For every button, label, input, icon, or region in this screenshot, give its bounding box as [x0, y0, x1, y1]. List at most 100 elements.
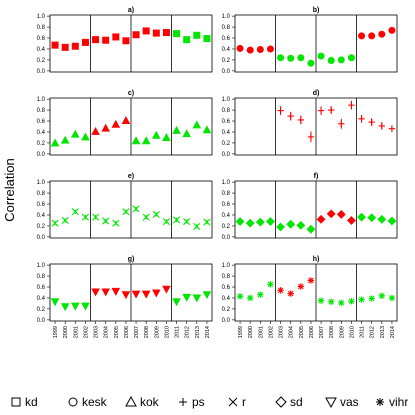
data-point — [326, 209, 336, 219]
panel-a: a) 0.0 0.2 0.4 0.6 0.8 1.0 — [37, 7, 213, 75]
data-point — [141, 136, 151, 145]
y-tick-label: 1.0 — [222, 14, 231, 20]
data-point — [307, 277, 315, 284]
data-point — [152, 289, 161, 298]
data-point — [91, 288, 100, 297]
data-point — [50, 298, 60, 307]
x-tick-label: 2001 — [73, 326, 79, 338]
x-tick-label: 1999 — [238, 326, 244, 338]
data-point — [368, 32, 376, 40]
data-point — [131, 290, 141, 299]
y-tick-label: 0.8 — [37, 25, 46, 31]
y-tick-label: 0.4 — [222, 213, 231, 219]
data-point — [81, 38, 89, 46]
legend-item-kesk: kesk — [68, 395, 108, 409]
data-point — [236, 44, 244, 52]
panel-title: b) — [313, 7, 320, 14]
data-point — [358, 296, 365, 303]
data-point — [297, 116, 305, 124]
data-point — [131, 136, 141, 145]
y-tick-label: 0.8 — [37, 191, 46, 197]
x-tick-label: 2000 — [63, 326, 69, 338]
data-point — [111, 287, 121, 296]
y-tick-label: 0.2 — [222, 224, 231, 230]
y-tick-label: 0.6 — [222, 285, 231, 291]
y-tick-label: 1.0 — [222, 97, 231, 103]
panel-b: b) 0.0 0.2 0.4 0.6 0.8 1.0 — [222, 7, 398, 75]
legend-item-ps: ps — [179, 395, 205, 409]
data-point — [162, 133, 171, 141]
y-tick-label: 0.2 — [37, 141, 46, 147]
y-tick-label: 0.4 — [222, 130, 231, 136]
x-tick-label: 2002 — [83, 326, 89, 338]
data-point — [357, 212, 366, 222]
data-point — [317, 52, 325, 60]
y-tick-label: 0.2 — [222, 58, 231, 64]
data-point — [92, 36, 100, 44]
legend-item-vas: vas — [325, 395, 359, 409]
data-point — [378, 292, 386, 299]
data-point — [101, 288, 110, 297]
data-point — [203, 218, 211, 226]
x-tick-label: 1999 — [53, 326, 59, 338]
data-point — [141, 290, 151, 299]
legend-item-kok: kok — [125, 395, 160, 409]
data-point — [172, 125, 181, 134]
panel-title: d) — [313, 90, 320, 97]
x-tick-label: 2009 — [154, 326, 160, 338]
x-tick-label: 2009 — [339, 326, 345, 338]
data-point — [317, 297, 325, 304]
data-point — [172, 298, 181, 307]
y-tick-label: 0.0 — [37, 69, 46, 75]
panel-f: f) 0.0 0.2 0.4 0.6 0.8 1.0 — [222, 173, 398, 241]
data-point — [307, 59, 315, 67]
x-tick-label: 2007 — [134, 326, 140, 338]
y-tick-label: 1.0 — [222, 180, 231, 186]
data-point — [51, 219, 59, 227]
x-tick-label: 2013 — [380, 326, 386, 338]
data-point — [183, 217, 191, 226]
data-point — [182, 293, 191, 302]
data-point — [358, 32, 366, 40]
y-tick-label: 0.4 — [222, 296, 231, 302]
y-tick-label: 0.4 — [222, 47, 231, 53]
data-point — [91, 126, 100, 135]
data-point — [111, 119, 121, 128]
legend: kd kesk kok ps r sd vas vihr — [11, 395, 408, 409]
data-point — [287, 290, 294, 297]
data-point — [306, 224, 316, 234]
data-point — [347, 216, 356, 225]
data-point — [267, 281, 274, 288]
y-tick-label: 0.0 — [222, 318, 231, 324]
panel-title: h) — [313, 256, 320, 263]
data-point — [203, 35, 211, 43]
data-point — [81, 302, 90, 311]
data-point — [307, 133, 315, 141]
y-tick-label: 0.0 — [37, 318, 46, 324]
y-tick-label: 0.2 — [37, 58, 46, 64]
data-point — [388, 125, 396, 132]
data-point — [132, 31, 140, 39]
data-point — [296, 220, 306, 230]
y-tick-label: 0.6 — [37, 202, 46, 208]
x-tick-label: 2003 — [94, 326, 100, 338]
panels-group: a) 0.0 0.2 0.4 0.6 0.8 1.0 b) 0.0 0.2 0.4 0.6 0.8 1.0… — [37, 7, 398, 338]
panel-title: a) — [128, 7, 134, 14]
y-tick-label: 0.8 — [222, 274, 231, 280]
data-point — [60, 135, 70, 144]
data-point — [112, 33, 120, 41]
y-tick-label: 0.6 — [37, 36, 46, 42]
data-point — [71, 208, 79, 216]
data-point — [71, 129, 80, 138]
y-tick-label: 0.4 — [37, 130, 46, 136]
data-point — [162, 217, 171, 226]
panel-g: g) 0.0 0.2 0.4 0.6 0.8 1.0 1999 2000 2001 2002 2003… — [37, 256, 213, 338]
legend-label: vas — [340, 395, 359, 409]
data-point — [338, 299, 345, 307]
y-tick-label: 0.2 — [222, 141, 231, 147]
x-tick-label: 2000 — [248, 326, 254, 338]
legend-item-kd: kd — [11, 395, 38, 409]
data-point — [193, 31, 201, 39]
legend-item-sd: sd — [275, 395, 303, 409]
